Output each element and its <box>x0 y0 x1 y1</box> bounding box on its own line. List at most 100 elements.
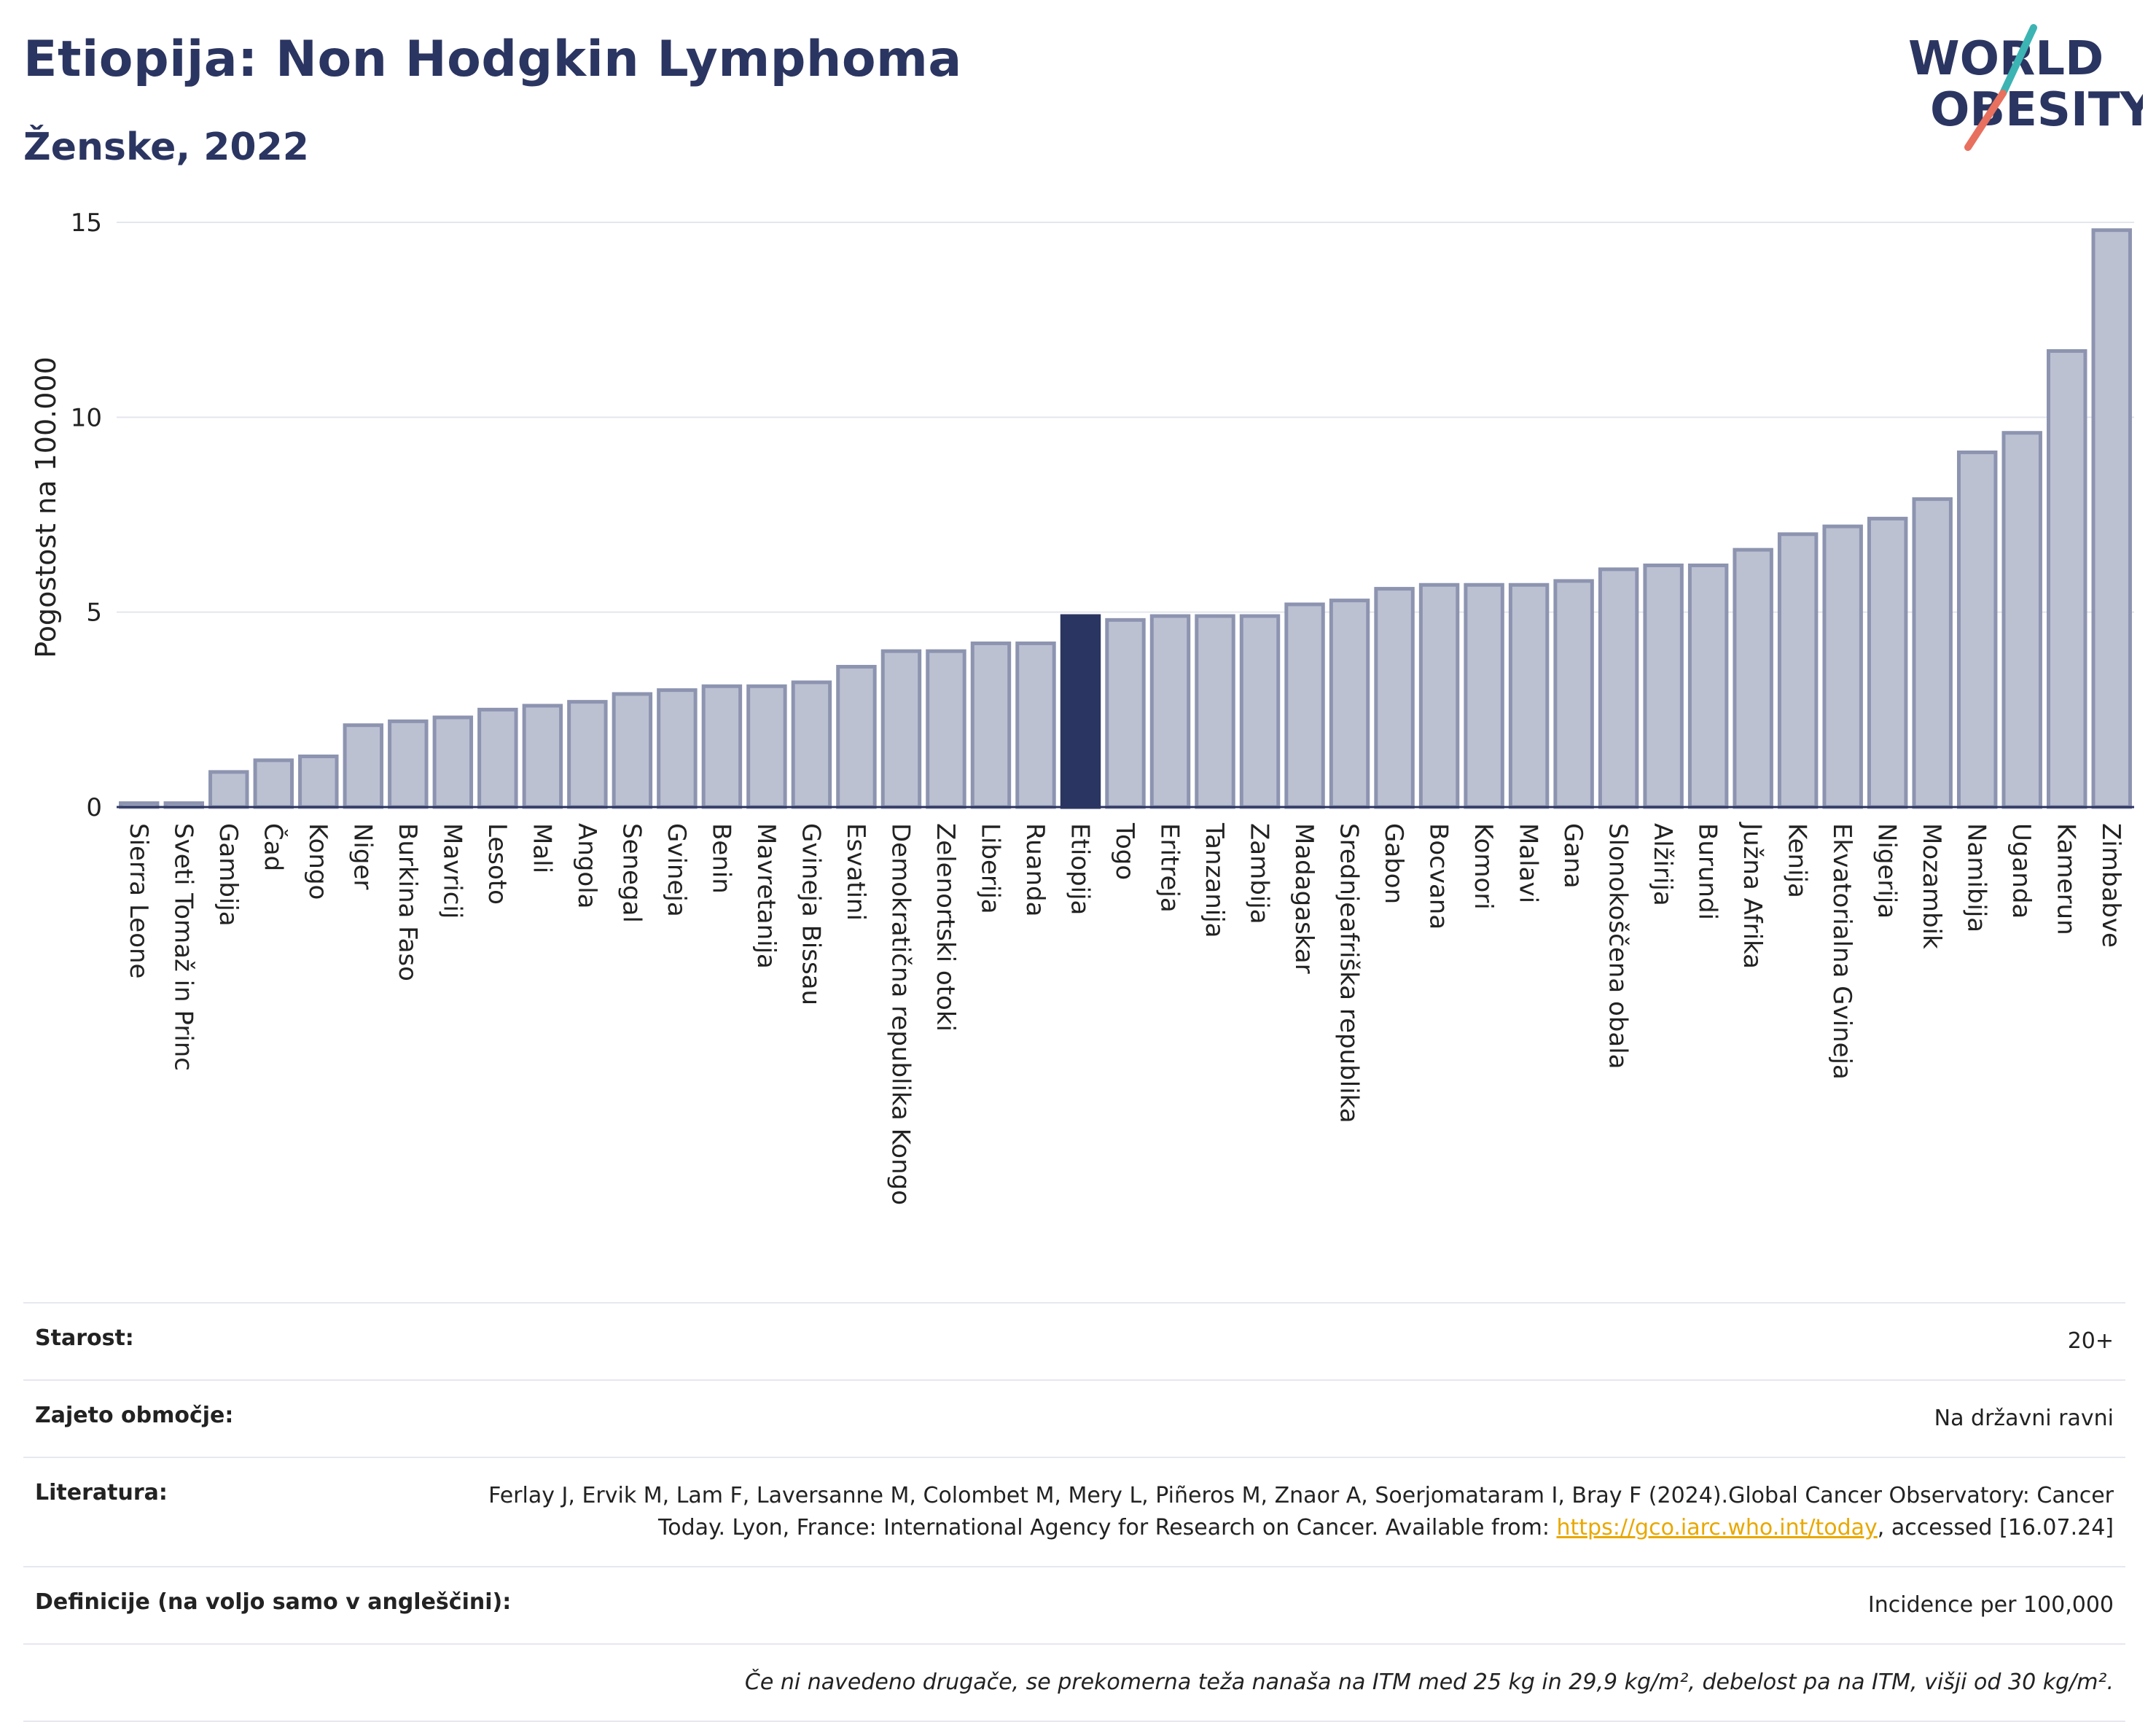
x-tick-label: Gana <box>1558 823 1587 889</box>
bar <box>253 758 294 809</box>
bar <box>208 770 249 809</box>
x-tick-label: Kenija <box>1783 823 1812 898</box>
bar <box>1777 532 1819 809</box>
bar <box>388 719 429 809</box>
x-tick-label: Zelenortski otoki <box>931 823 960 1032</box>
x-tick-label: Sveti Tomaž in Princ <box>168 823 198 1071</box>
info-row-definitions: Definicije (na voljo samo v angleščini):… <box>23 1566 2125 1643</box>
bar <box>2001 431 2042 809</box>
x-tick-label: Gabon <box>1379 823 1408 904</box>
x-tick-label: Demokratična republika Kongo <box>886 823 915 1205</box>
bar <box>1464 583 1504 809</box>
x-tick-label: Bocvana <box>1424 823 1453 930</box>
bar <box>1015 641 1056 809</box>
coverage-value: Na državni ravni <box>1934 1406 2114 1431</box>
bar <box>1329 599 1370 809</box>
bar <box>1553 579 1594 809</box>
bar <box>1822 524 1863 809</box>
x-tick-label: Malavi <box>1514 823 1543 903</box>
coverage-label: Zajeto območje: <box>35 1403 234 1428</box>
y-tick-label: 15 <box>71 209 102 238</box>
literature-suffix: , accessed [16.07.24] <box>1877 1515 2114 1540</box>
x-tick-label: Nigerija <box>1872 823 1902 919</box>
bar-chart: 0 5 10 15 Pogostost na 100.000 Sierra Leone Sv… <box>30 209 2134 1205</box>
y-tick-label: 5 <box>86 599 102 628</box>
bar <box>836 665 877 809</box>
world-obesity-logo: WORLD OBESITY <box>1908 24 2143 151</box>
logo-slash-teal <box>1999 24 2037 97</box>
note-text: Če ni navedeno drugače, se prekomerna te… <box>744 1670 2114 1695</box>
x-tick-label: Eritreja <box>1155 823 1184 913</box>
x-tick-label: Benin <box>706 823 735 894</box>
y-tick-label: 10 <box>71 403 102 432</box>
bar <box>746 684 787 809</box>
x-tick-label: Niger <box>348 823 377 889</box>
bar <box>657 688 698 809</box>
x-tick-label: Zambija <box>1245 823 1274 924</box>
x-tick-label: Ekvatorialna Gvineja <box>1827 823 1856 1080</box>
x-tick-label: Namibija <box>1962 823 1991 932</box>
bar <box>612 692 653 809</box>
bar <box>298 754 339 809</box>
x-tick-label: Sierra Leone <box>124 823 153 978</box>
definitions-label: Definicije (na voljo samo v angleščini): <box>35 1589 512 1615</box>
logo-text-top: WORLD <box>1908 32 2104 86</box>
literature-label: Literatura: <box>35 1480 168 1505</box>
bar <box>1374 587 1415 809</box>
bar <box>1105 617 1146 809</box>
bar <box>1687 564 1729 809</box>
bar <box>1060 614 1101 809</box>
bar <box>567 700 608 809</box>
x-tick-label: Madagaskar <box>1289 823 1319 974</box>
bar <box>1284 602 1325 809</box>
bar <box>522 704 563 809</box>
bar <box>477 707 518 809</box>
info-table: Starost: 20+ Zajeto območje: Na državni … <box>23 1302 2125 1722</box>
bar <box>1956 450 1998 809</box>
info-row-literature: Literatura: Ferlay J, Ervik M, Lam F, La… <box>23 1457 2125 1566</box>
bar <box>1508 583 1550 809</box>
x-tick-label: Gvineja <box>662 823 691 917</box>
x-tick-label: Kamerun <box>2052 823 2081 935</box>
x-tick-label: Alžirija <box>1648 823 1677 906</box>
info-row-note: Če ni navedeno drugače, se prekomerna te… <box>23 1643 2125 1722</box>
bar <box>1195 614 1235 809</box>
x-tick-label: Srednjeafriška republika <box>1335 823 1364 1123</box>
x-tick-label: Angola <box>572 823 601 908</box>
bar <box>1912 497 1953 809</box>
x-tick-label: Mavretanija <box>751 823 781 969</box>
literature-value: Ferlay J, Ervik M, Lam F, Laversanne M, … <box>437 1480 2114 1544</box>
y-axis-label: Pogostost na 100.000 <box>30 357 62 658</box>
bar <box>1598 567 1639 809</box>
y-tick-label: 0 <box>86 793 102 822</box>
x-tick-label: Zimbabve <box>2096 823 2125 948</box>
x-tick-label: Togo <box>1110 822 1139 880</box>
age-label: Starost: <box>35 1325 134 1351</box>
x-tick-label: Mozambik <box>1917 823 1946 949</box>
x-tick-label: Senegal <box>617 823 646 923</box>
page-subtitle: Ženske, 2022 <box>23 125 309 169</box>
info-row-age: Starost: 20+ <box>23 1302 2125 1379</box>
bar <box>432 715 474 809</box>
bar <box>791 680 832 809</box>
logo-slash-coral <box>1964 90 2007 151</box>
literature-text: Ferlay J, Ervik M, Lam F, Laversanne M, … <box>488 1483 2114 1540</box>
bar <box>970 641 1012 809</box>
bar <box>701 684 743 809</box>
x-tick-label: Komori <box>1469 823 1498 910</box>
bar <box>1733 548 1773 809</box>
x-tick-label: Ruanda <box>1020 823 1050 916</box>
x-tick-label: Esvatini <box>841 823 870 921</box>
x-tick-label: Mavricij <box>437 823 466 919</box>
x-tick-label: Tanzanija <box>1200 822 1229 938</box>
x-tick-label: Burundi <box>1693 823 1722 920</box>
bar <box>343 723 384 809</box>
literature-link[interactable]: https://gco.iarc.who.int/today <box>1556 1515 1878 1540</box>
x-tick-label: Uganda <box>2007 823 2036 919</box>
logo-text-bottom: OBESITY <box>1930 83 2143 137</box>
bar <box>1867 516 1908 809</box>
x-tick-label: Lesoto <box>483 823 512 905</box>
bar <box>1643 564 1684 809</box>
page-title: Etiopija: Non Hodgkin Lymphoma <box>23 31 962 88</box>
info-row-coverage: Zajeto območje: Na državni ravni <box>23 1379 2125 1457</box>
